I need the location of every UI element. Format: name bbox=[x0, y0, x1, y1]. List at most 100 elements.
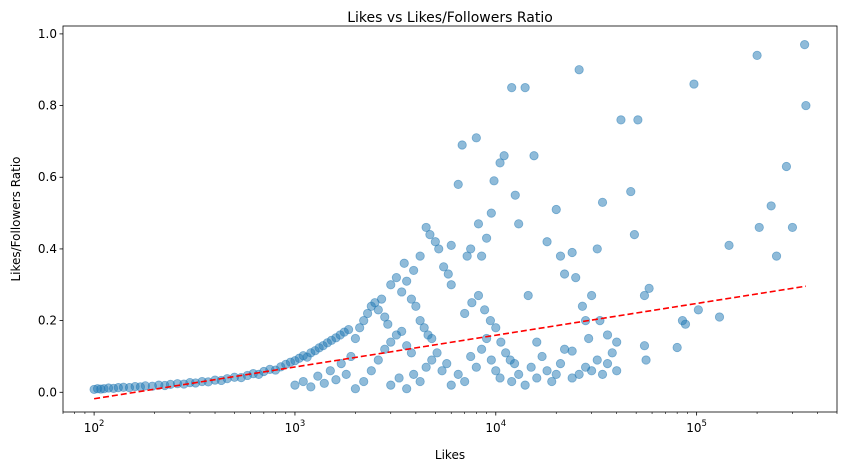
data-point bbox=[514, 369, 524, 379]
data-point bbox=[597, 369, 608, 379]
data-point bbox=[402, 276, 412, 286]
data-point bbox=[551, 204, 561, 215]
x-tick-label-exponent: 5 bbox=[702, 419, 707, 429]
y-axis-label: Likes/Followers Ratio bbox=[9, 156, 23, 281]
data-point bbox=[626, 186, 636, 197]
data-point bbox=[397, 326, 407, 336]
data-point bbox=[415, 316, 425, 326]
data-point bbox=[415, 376, 425, 387]
data-point bbox=[754, 222, 764, 233]
data-point bbox=[559, 344, 570, 354]
data-point bbox=[409, 369, 419, 379]
data-point bbox=[462, 251, 472, 261]
data-point bbox=[481, 233, 492, 243]
x-tick-label: 103 bbox=[285, 419, 306, 435]
data-point bbox=[602, 330, 613, 340]
data-point bbox=[800, 40, 810, 50]
y-tick-label: 0.8 bbox=[38, 99, 57, 113]
data-point bbox=[471, 362, 481, 372]
data-point bbox=[437, 366, 447, 376]
data-point bbox=[542, 366, 552, 376]
data-point bbox=[787, 222, 798, 233]
y-tick-label: 0.2 bbox=[38, 314, 57, 328]
data-point bbox=[495, 158, 505, 168]
data-point bbox=[587, 366, 597, 376]
data-point bbox=[529, 151, 539, 161]
data-point bbox=[394, 373, 404, 383]
data-point bbox=[453, 369, 463, 379]
data-point bbox=[507, 83, 517, 93]
x-tick-label-exponent: 4 bbox=[501, 419, 506, 429]
x-tick-label: 104 bbox=[485, 419, 506, 435]
data-point bbox=[693, 305, 703, 315]
y-tick-label: 0.6 bbox=[38, 170, 57, 184]
data-point bbox=[439, 262, 449, 272]
data-point bbox=[489, 176, 499, 186]
data-point bbox=[386, 380, 396, 390]
data-point bbox=[350, 384, 360, 394]
data-point bbox=[386, 337, 396, 347]
data-point bbox=[801, 100, 811, 111]
data-point bbox=[366, 366, 376, 376]
data-point bbox=[555, 359, 566, 369]
data-point bbox=[421, 222, 431, 233]
data-point bbox=[446, 240, 456, 250]
data-point bbox=[486, 208, 496, 218]
data-point bbox=[532, 373, 542, 383]
data-point bbox=[473, 219, 484, 229]
data-point bbox=[491, 323, 501, 333]
x-tick-label-exponent: 3 bbox=[300, 419, 305, 429]
data-point bbox=[574, 65, 584, 75]
plot-area: 102 103 104 105 0.00.20.40.60.81.0 bbox=[38, 25, 838, 435]
data-point bbox=[672, 342, 682, 353]
data-point bbox=[499, 151, 509, 161]
data-point bbox=[432, 348, 442, 358]
data-point bbox=[644, 283, 654, 293]
data-point bbox=[633, 115, 643, 125]
x-axis-ticks: 102 103 104 105 bbox=[62, 412, 838, 435]
data-point bbox=[496, 337, 506, 347]
data-point bbox=[574, 369, 584, 379]
data-point bbox=[551, 369, 561, 379]
data-point bbox=[592, 355, 602, 365]
data-point bbox=[446, 280, 456, 290]
data-point bbox=[714, 312, 725, 322]
data-point bbox=[406, 294, 416, 304]
data-point bbox=[471, 133, 481, 143]
data-point bbox=[359, 376, 369, 387]
data-point bbox=[373, 355, 383, 365]
data-point bbox=[341, 369, 351, 379]
data-point bbox=[313, 371, 323, 381]
data-point bbox=[532, 337, 542, 347]
data-point bbox=[466, 351, 476, 362]
data-point bbox=[559, 269, 570, 279]
data-point bbox=[542, 237, 552, 247]
data-point bbox=[514, 219, 524, 229]
data-point bbox=[419, 323, 429, 333]
data-point bbox=[752, 50, 762, 60]
data-point bbox=[587, 290, 597, 301]
x-axis-label: Likes bbox=[435, 448, 465, 462]
data-point bbox=[427, 333, 437, 344]
data-point bbox=[523, 290, 533, 301]
data-point bbox=[629, 229, 640, 240]
data-point bbox=[383, 319, 393, 329]
data-point bbox=[355, 323, 365, 333]
trendline-group bbox=[93, 285, 807, 400]
x-tick-label: 102 bbox=[84, 419, 105, 435]
x-tick-label: 105 bbox=[686, 419, 707, 435]
data-point bbox=[477, 251, 487, 261]
data-point bbox=[639, 341, 650, 351]
data-point bbox=[460, 308, 470, 319]
data-point bbox=[373, 305, 383, 315]
chart-title: Likes vs Likes/Followers Ratio bbox=[347, 10, 553, 26]
data-point bbox=[350, 333, 360, 344]
data-point bbox=[446, 380, 456, 390]
data-point bbox=[467, 298, 477, 308]
data-point bbox=[442, 359, 452, 369]
data-point bbox=[319, 378, 329, 388]
data-point bbox=[486, 355, 496, 365]
data-point bbox=[421, 362, 431, 372]
data-point bbox=[411, 301, 421, 311]
